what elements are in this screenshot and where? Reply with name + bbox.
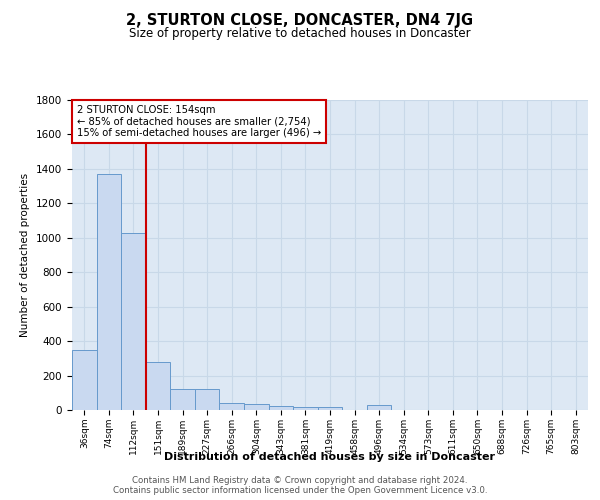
Bar [97, 174, 121, 410]
Bar [367, 405, 391, 410]
Text: Distribution of detached houses by size in Doncaster: Distribution of detached houses by size … [164, 452, 496, 462]
Bar [318, 408, 342, 410]
Bar [195, 390, 220, 410]
Text: Contains HM Land Registry data © Crown copyright and database right 2024.
Contai: Contains HM Land Registry data © Crown c… [113, 476, 487, 495]
Bar [72, 350, 97, 410]
Text: 2 STURTON CLOSE: 154sqm
← 85% of detached houses are smaller (2,754)
15% of semi: 2 STURTON CLOSE: 154sqm ← 85% of detache… [77, 104, 322, 138]
Y-axis label: Number of detached properties: Number of detached properties [20, 173, 31, 337]
Text: Size of property relative to detached houses in Doncaster: Size of property relative to detached ho… [129, 28, 471, 40]
Bar [293, 406, 318, 410]
Text: 2, STURTON CLOSE, DONCASTER, DN4 7JG: 2, STURTON CLOSE, DONCASTER, DN4 7JG [127, 12, 473, 28]
Bar [170, 390, 195, 410]
Bar [121, 232, 146, 410]
Bar [269, 406, 293, 410]
Bar [244, 404, 269, 410]
Bar [220, 403, 244, 410]
Bar [146, 362, 170, 410]
